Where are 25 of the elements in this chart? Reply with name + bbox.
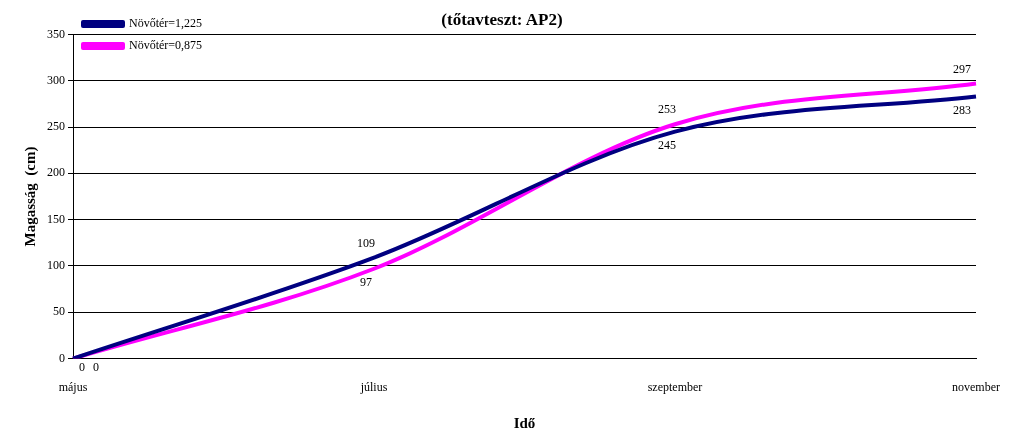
y-tick-label: 250 (47, 119, 65, 134)
data-label: 0 (93, 359, 99, 374)
x-tick-label: május (58, 379, 88, 394)
y-tick-label: 300 (47, 72, 65, 87)
chart-title: (tőtavteszt: AP2) (441, 9, 563, 29)
y-tick-label: 200 (47, 165, 65, 180)
x-axis-title: Idő (513, 414, 536, 431)
x-tick-label: szeptember (647, 379, 703, 394)
y-axis-title: Magasság (cm) (21, 146, 39, 247)
y-tick-label: 150 (47, 211, 65, 226)
data-label: 97 (360, 274, 372, 289)
data-label: 0 (79, 359, 85, 374)
x-tick-label: július (359, 379, 388, 394)
data-label: 109 (357, 235, 375, 250)
data-label: 297 (953, 61, 972, 76)
x-tick-label: november (952, 379, 1000, 394)
legend-label: Növőtér=1,225 (129, 16, 203, 31)
legend-label: Növőtér=0,875 (129, 38, 203, 53)
y-tick-label: 0 (59, 350, 65, 365)
y-tick-label: 350 (47, 26, 65, 41)
y-tick-label: 100 (47, 258, 65, 273)
y-tick-label: 50 (53, 304, 65, 319)
data-label: 245 (658, 137, 677, 152)
data-label: 253 (658, 102, 677, 117)
data-label: 283 (953, 102, 972, 117)
